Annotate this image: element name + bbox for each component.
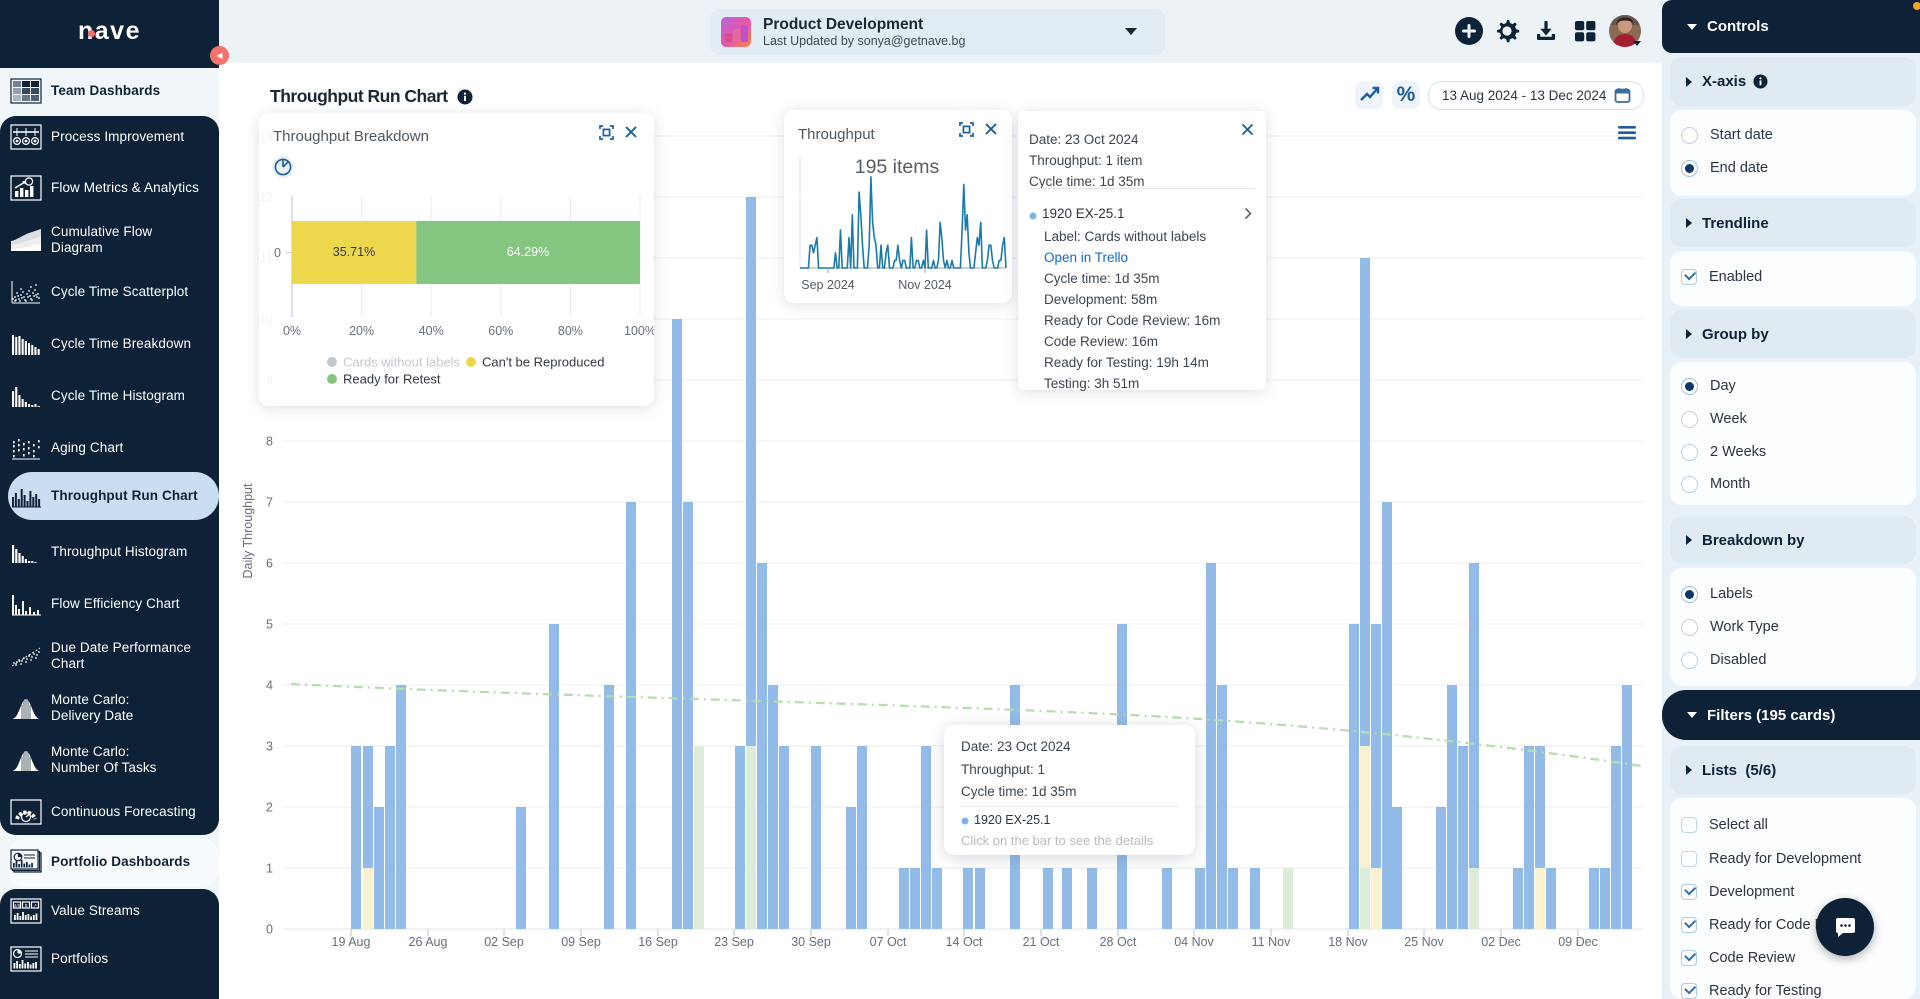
svg-text:16 Sep: 16 Sep [638,935,678,949]
svg-text:1: 1 [266,862,273,876]
svg-text:0: 0 [266,923,273,937]
svg-text:80%: 80% [558,324,583,338]
svg-text:18 Nov: 18 Nov [1328,935,1368,949]
svg-text:25 Nov: 25 Nov [1404,935,1444,949]
svg-text:07 Oct: 07 Oct [870,935,907,949]
svg-text:Daily Throughput: Daily Throughput [241,483,255,578]
svg-text:30 Sep: 30 Sep [791,935,831,949]
svg-text:0%: 0% [283,324,301,338]
svg-text:8: 8 [266,435,273,449]
svg-text:28 Oct: 28 Oct [1100,935,1137,949]
svg-text:04 Nov: 04 Nov [1174,935,1214,949]
svg-text:Can't be Reproduced: Can't be Reproduced [482,355,604,370]
svg-text:64.29%: 64.29% [507,245,549,259]
svg-text:26 Aug: 26 Aug [409,935,448,949]
svg-text:23 Sep: 23 Sep [714,935,754,949]
svg-text:100%: 100% [624,324,654,338]
svg-text:35.71%: 35.71% [333,245,375,259]
svg-text:20%: 20% [349,324,374,338]
svg-text:Ready for Retest: Ready for Retest [343,372,441,387]
svg-text:14 Oct: 14 Oct [946,935,983,949]
svg-text:0: 0 [274,246,281,260]
svg-text:09 Sep: 09 Sep [561,935,601,949]
svg-text:21 Oct: 21 Oct [1023,935,1060,949]
svg-text:02 Sep: 02 Sep [484,935,524,949]
svg-text:195 items: 195 items [855,156,940,178]
svg-text:40%: 40% [419,324,444,338]
svg-text:7: 7 [266,496,273,510]
svg-text:11 Nov: 11 Nov [1252,935,1291,949]
svg-text:19 Aug: 19 Aug [332,935,371,949]
svg-text:Sep 2024: Sep 2024 [801,278,855,292]
svg-text:4: 4 [266,679,273,693]
svg-text:4/5: 4/5 [14,903,21,908]
svg-text:6: 6 [266,557,273,571]
svg-text:↗: ↗ [33,903,37,908]
svg-text:09 Dec: 09 Dec [1558,935,1598,949]
svg-text:2: 2 [266,801,273,815]
svg-text:60%: 60% [488,324,513,338]
svg-text:5: 5 [266,618,273,632]
svg-text:3: 3 [266,740,273,754]
svg-text:$: $ [25,903,28,908]
svg-text:Nov 2024: Nov 2024 [898,278,952,292]
svg-text:Cards without labels: Cards without labels [343,355,461,370]
svg-text:02 Dec: 02 Dec [1481,935,1521,949]
